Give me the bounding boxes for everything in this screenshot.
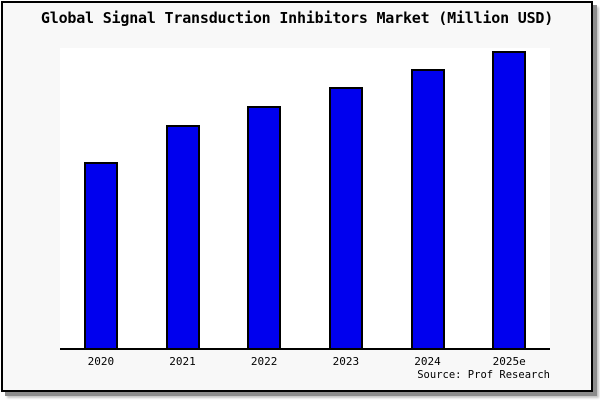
x-tick-label-2024: 2024 <box>414 355 441 368</box>
x-tick-label-2025e: 2025e <box>492 355 526 368</box>
bar-slot-2020 <box>60 48 142 350</box>
x-tick-label-2022: 2022 <box>250 355 278 368</box>
bar-slot-2022 <box>223 48 305 350</box>
x-axis-line <box>60 348 550 350</box>
x-tick-label-2021: 2021 <box>169 355 196 368</box>
bar-2020 <box>83 162 118 350</box>
bar-slot-2021 <box>142 48 224 350</box>
x-tick-label-2020: 2020 <box>87 355 115 368</box>
bar-2022 <box>247 106 282 350</box>
bar-slot-2025e <box>468 48 550 350</box>
source-credit: Source: Prof Research <box>417 369 550 381</box>
chart-title: Global Signal Transduction Inhibitors Ma… <box>40 9 554 27</box>
bar-2023 <box>328 87 363 350</box>
plot-area <box>60 48 550 350</box>
bar-2021 <box>165 125 200 350</box>
bar-slot-2023 <box>305 48 387 350</box>
x-tick-label-2023: 2023 <box>332 355 360 368</box>
bar-slot-2024 <box>387 48 469 350</box>
chart-figure: Global Signal Transduction Inhibitors Ma… <box>1 1 593 392</box>
x-axis-labels: 2020 2021 2022 2023 2024 2025e <box>60 355 550 368</box>
bar-2024 <box>410 69 445 350</box>
bar-2025e <box>492 51 527 350</box>
